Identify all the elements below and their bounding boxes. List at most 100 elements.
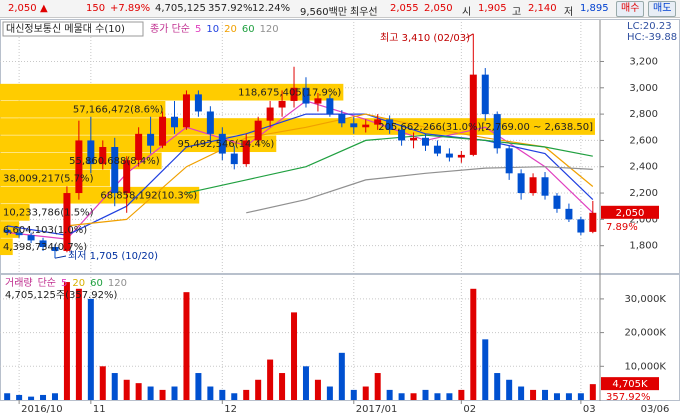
y-tick-label: 2,600 [629,135,658,146]
bid: 2,050 [424,3,453,14]
high-label: 고 [512,7,522,18]
volume-bar [410,393,417,400]
profile-label: 57,166,472(8.6%) [73,105,164,116]
low-label: 저 [564,7,574,18]
candle-body [410,137,418,141]
legend-entry: 120 [260,24,279,35]
candle-body [99,147,107,165]
profile-label: 4,398,734(0.7%) [3,242,87,253]
volume-bar [243,389,250,400]
candle-body [182,94,190,128]
x-tick-label: 03 [583,404,596,415]
profile-bar [0,83,344,101]
volume-bar [28,396,35,400]
candle-body [481,74,489,115]
candle-body [3,229,11,233]
volume-bar [338,352,345,400]
candle-body [87,140,95,165]
y-tick-label: 3,200 [629,56,658,67]
volume-bar [123,379,130,400]
volume-bar [494,373,501,400]
volume-bar [63,282,70,400]
candle-body [15,232,23,236]
y-tick-label: 2,000 [629,214,658,225]
volume-bar [291,312,298,400]
profile-label: 205,662,266(31.0%)[2,769.00 ~ 2,638.50] [378,122,593,133]
volume-bar [99,366,106,400]
volume-bar [302,366,309,400]
best-label: 최우선 [350,7,378,18]
volume-bar [374,373,381,400]
legend-entry: 60 [90,278,103,289]
buy-button[interactable]: 매수 [616,1,645,17]
candle-body [242,140,250,165]
lc-label: LC:20.23 [627,21,672,32]
volume-bar [111,373,118,400]
candle-body [39,240,47,247]
volume-bar [553,393,560,400]
x-last-date: 03/06 [641,404,670,415]
candle-body [589,212,597,232]
candle-body [135,133,143,161]
change: 150 [86,3,106,14]
y-tick-label: 1,800 [629,241,658,252]
legend-entry: 20 [224,24,237,35]
candle-body [541,177,549,196]
profile-bar [0,169,110,187]
volume-bar [16,394,23,400]
candle-body [171,116,179,128]
candle-body [266,107,274,121]
volume-bar [542,389,549,400]
candle-body [529,177,537,194]
candle-body [206,111,214,134]
profile-bar [0,101,166,118]
volume-bar [207,386,214,400]
volume-bar [314,379,321,400]
ma-line [246,166,593,214]
x-tick-label: 2016/10 [21,404,63,415]
annotation-arrow [465,33,474,39]
y-tick-label: 30,000K [624,294,666,305]
volume-bar [446,393,453,400]
volume: 4,705,125 [155,3,206,14]
quote-bar: 2,050 ▲ 150 +7.89% 4,705,125 357.92% 12.… [0,0,680,18]
volume-bar [326,386,333,400]
volume-bar [267,359,274,400]
candle-body [469,74,477,155]
volume-bar [518,386,525,400]
last-volume: 4,705K [612,379,648,390]
high: 2,140 [528,3,557,14]
arrow: ▲ [40,3,48,14]
volume-bar [135,383,142,400]
ma-title: 단순 [38,277,56,289]
legend-entry: 120 [108,278,127,289]
price: 2,050 [8,3,37,14]
volume-bar [530,389,537,400]
y-tick-label: 10,000K [624,361,666,372]
ma-line [186,134,593,194]
low: 1,895 [580,3,609,14]
chart: 1,800 2,000 2,200 2,400 2,600 2,800 3,000 3,200… [0,19,680,415]
candle-body [254,120,262,141]
candle-body [123,160,131,194]
candle-body [314,98,322,104]
volume-bar [40,394,47,400]
candle-body [111,147,119,194]
volume-bar [589,384,596,400]
open: 1,905 [478,3,507,14]
profile-bar [0,204,30,221]
candle-body [386,119,394,130]
legend-entry: 10 [206,24,219,35]
candle-body [218,133,226,154]
volume-bar [231,393,238,400]
volume-title: 거래량 [5,277,33,289]
sell-button[interactable]: 매도 [648,1,677,17]
candle-body [350,123,358,128]
hc-label: HC:-39.88 [627,32,677,43]
ask: 2,055 [390,3,419,14]
candle-body [457,154,465,158]
open-label: 시 [462,7,472,18]
volume-bar [159,389,166,400]
legend-entry: 60 [242,24,255,35]
